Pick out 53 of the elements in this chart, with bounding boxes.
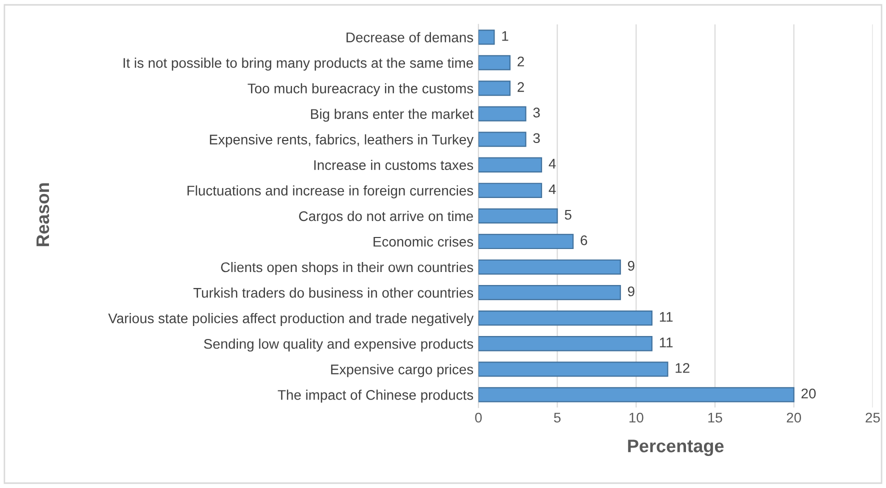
- y-tick-label: Fluctuations and increase in foreign currencies: [188, 185, 474, 198]
- y-tick-label: Too much bureacracy in the customs: [248, 83, 474, 96]
- y-tick-label: Sending low quality and expensive products: [204, 338, 474, 352]
- x-tick-label: 15: [708, 412, 722, 423]
- x-tick-label: 25: [866, 412, 880, 423]
- data-label: 3: [533, 133, 540, 144]
- data-label: 11: [660, 338, 673, 348]
- bar: [478, 80, 511, 96]
- data-label: 12: [676, 363, 690, 373]
- data-label: 9: [628, 260, 634, 271]
- bar: [478, 336, 652, 352]
- bar: [478, 106, 526, 122]
- data-label: 5: [564, 210, 572, 220]
- y-tick-label: Various state policies affect production and trade negatively: [108, 313, 474, 326]
- data-label: 9: [628, 286, 634, 296]
- data-label: 20: [802, 388, 816, 398]
- bar: [478, 387, 794, 402]
- bar: [478, 284, 621, 300]
- bar: [478, 234, 574, 250]
- x-axis-title: Percentage: [628, 440, 724, 456]
- x-tick-label: 20: [786, 412, 802, 423]
- data-label: 4: [548, 158, 556, 168]
- data-label: 2: [518, 56, 524, 66]
- data-label: 1: [502, 31, 508, 41]
- y-axis-title: Reason: [36, 183, 50, 246]
- y-tick-label: Expensive rents, fabrics, leathers in Turkey: [210, 134, 474, 148]
- y-tick-label: Expensive cargo prices: [331, 364, 474, 378]
- x-tick-label: 5: [554, 412, 561, 423]
- x-tick-label: 10: [629, 412, 644, 423]
- bar: [478, 259, 621, 275]
- y-tick-label: Decrease of demans: [346, 32, 474, 42]
- data-label: 11: [660, 312, 673, 322]
- y-tick-label: Cargos do not arrive on time: [299, 210, 473, 224]
- data-label: 2: [518, 82, 524, 92]
- bar: [478, 310, 652, 326]
- data-label: 3: [533, 108, 540, 118]
- bar: [478, 30, 495, 45]
- y-tick-label: Turkish traders do business in other countries: [193, 288, 474, 298]
- y-tick-label: The impact of Chinese products: [278, 390, 474, 403]
- bar: [478, 157, 542, 172]
- y-tick-label: Increase in customs taxes: [314, 160, 474, 170]
- y-tick-label: Clients open shops in their own countries: [221, 262, 474, 275]
- bar: [478, 182, 542, 198]
- y-tick-label: It is not possible to bring many products at the same time: [124, 58, 473, 71]
- y-tick-label: Economic crises: [374, 236, 474, 247]
- bar: [478, 55, 511, 70]
- data-label: 6: [580, 235, 588, 246]
- bar: [478, 132, 526, 147]
- bar: [478, 208, 558, 224]
- data-label: 4: [548, 184, 556, 194]
- y-tick-label: Big brans enter the market: [311, 108, 474, 122]
- x-tick-label: 0: [475, 412, 482, 423]
- bar: [478, 362, 668, 377]
